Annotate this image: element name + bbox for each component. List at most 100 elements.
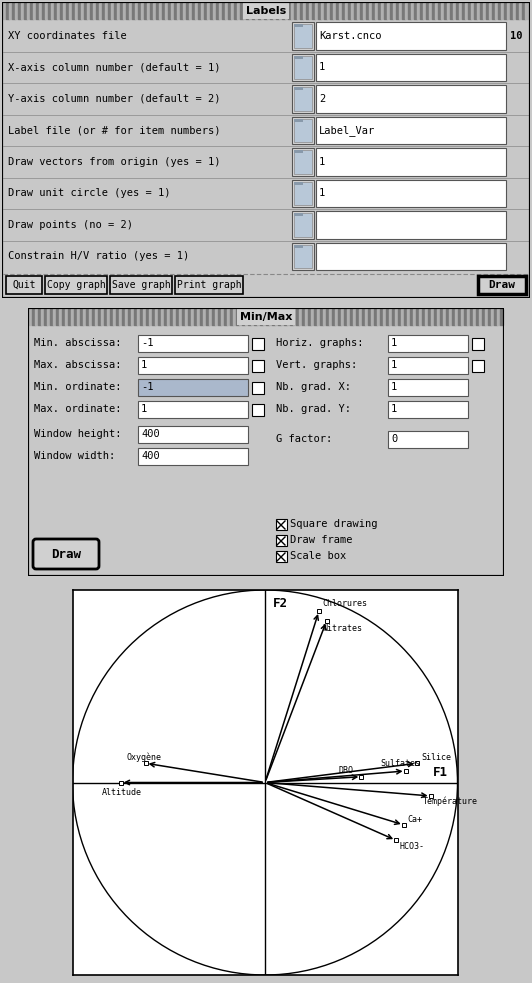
Bar [285,3,288,19]
Bar [294,87,312,110]
Bar [230,309,233,325]
Bar [165,3,168,19]
Bar [525,3,528,19]
Text: 1: 1 [319,189,325,199]
Bar [29,309,32,325]
Bar [272,309,275,325]
Bar [336,3,339,19]
Bar [101,309,104,325]
Bar [296,309,299,325]
Bar [372,3,375,19]
Bar [147,3,150,19]
Bar [93,3,96,19]
Bar [294,24,312,47]
Bar [240,3,243,19]
Bar [158,309,161,325]
Bar [464,309,467,325]
Bar [99,3,102,19]
Bar [75,3,78,19]
Bar [288,3,291,19]
Bar [369,3,372,19]
Bar [129,3,132,19]
Bar [480,3,483,19]
Bar [15,3,18,19]
Bar [123,3,126,19]
Bar [344,309,347,325]
Bar [12,3,15,19]
Text: Karst.cnco: Karst.cnco [319,30,381,40]
Bar [194,309,197,325]
Bar [300,3,303,19]
Text: XY coordinates file: XY coordinates file [8,30,127,40]
Bar [191,309,194,325]
Text: X-axis column number (default = 1): X-axis column number (default = 1) [8,62,220,72]
Text: DBO: DBO [338,767,353,776]
Bar [171,3,174,19]
Bar [71,309,74,325]
Bar [318,3,321,19]
Bar [294,119,312,142]
Bar [95,309,98,325]
Bar [6,276,42,294]
Bar [467,309,470,325]
Bar [252,404,264,416]
Bar [458,309,461,325]
Bar [431,309,434,325]
Bar [380,309,383,325]
Bar [24,3,27,19]
Text: Vert. graphs:: Vert. graphs: [276,360,358,370]
Bar [350,309,353,325]
Bar [437,309,440,325]
Bar [351,3,354,19]
Bar [388,379,468,396]
Bar [294,55,303,59]
Bar [77,309,80,325]
Bar [45,276,107,294]
Text: Draw frame: Draw frame [290,535,353,545]
Bar [284,309,287,325]
Bar [63,3,66,19]
Bar [294,182,312,205]
Text: 400: 400 [141,429,160,439]
Bar [83,309,86,325]
Bar [510,3,513,19]
Bar [434,309,437,325]
Bar [128,309,131,325]
Bar [281,309,284,325]
Bar [294,3,297,19]
Bar [405,3,408,19]
Bar [113,309,116,325]
Text: Altitude: Altitude [102,787,142,796]
Bar [316,117,506,144]
Bar [476,309,479,325]
Bar [303,3,306,19]
Bar [179,309,182,325]
Text: Square drawing: Square drawing [290,519,378,529]
Bar [257,309,260,325]
Bar [501,3,504,19]
Bar [320,309,323,325]
Bar [260,309,263,325]
Bar [32,309,35,325]
Bar [104,309,107,325]
Bar [341,309,344,325]
Bar [443,309,446,325]
Bar [167,309,170,325]
Bar [102,3,105,19]
Bar [212,309,215,325]
Bar [152,309,155,325]
Bar [302,309,305,325]
Bar [159,3,162,19]
Bar [438,3,441,19]
Bar [218,309,221,325]
Bar [456,3,459,19]
Bar [269,309,272,325]
Bar [183,3,186,19]
Bar [462,3,465,19]
Bar [420,3,423,19]
Bar [392,309,395,325]
Text: Label_Var: Label_Var [319,125,375,136]
Bar [180,3,183,19]
Bar [292,180,314,207]
Text: F2: F2 [273,598,288,610]
